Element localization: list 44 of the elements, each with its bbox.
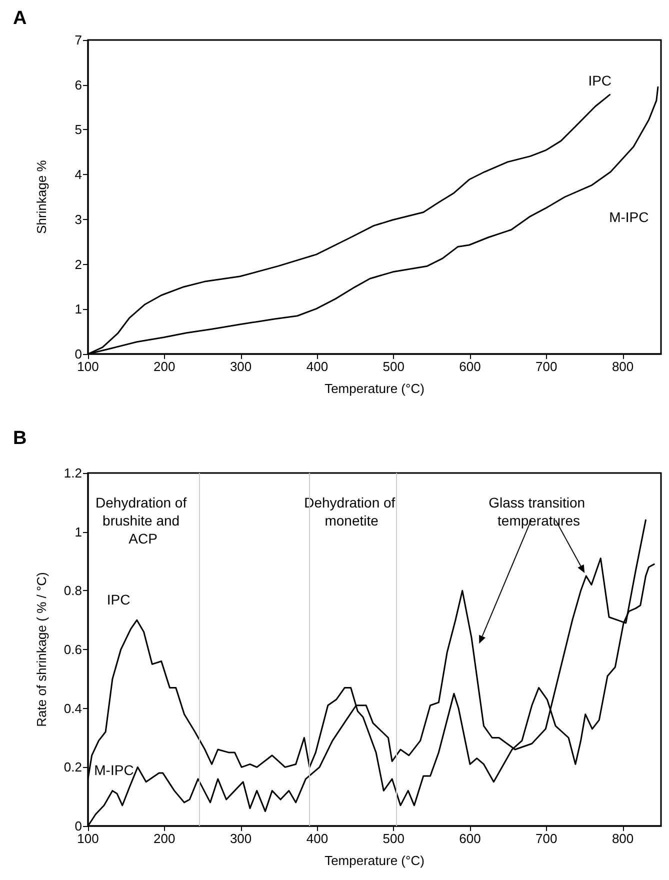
y-tick-label: 0 (74, 818, 82, 834)
x-tick-label: 400 (306, 359, 328, 374)
x-tick-label: 500 (382, 359, 404, 374)
y-tick-label: 1 (74, 302, 82, 317)
y-tick-label: 1.2 (64, 466, 82, 480)
chart-title: B (13, 428, 27, 449)
y-tick-label: 0.4 (64, 700, 82, 716)
series-label: IPC (106, 591, 130, 608)
x-tick-label: 800 (612, 831, 634, 846)
y-tick-label: 3 (74, 212, 82, 227)
y-tick-label: 0 (74, 346, 82, 362)
x-tick-label: 300 (230, 359, 252, 374)
annotation: Glass transition temperatures (488, 494, 589, 529)
x-tick-label: 700 (536, 359, 558, 374)
annotation: Dehydration of brushite and ACP (96, 494, 190, 547)
y-tick-label: 0.6 (64, 642, 82, 657)
x-tick-label: 300 (230, 831, 252, 846)
series-label: IPC (588, 72, 612, 88)
series-label: M-IPC (94, 762, 134, 778)
x-tick-label: 700 (536, 831, 558, 846)
y-tick-label: 5 (74, 122, 82, 138)
x-tick-label: 600 (459, 359, 481, 374)
y-axis-title: Shrinkage % (34, 160, 49, 234)
y-axis-title: Rate of shrinkage ( % / °C) (34, 572, 49, 727)
annotation: Dehydration of monetite (304, 494, 400, 529)
x-tick-label: 800 (612, 359, 634, 374)
y-tick-label: 6 (74, 77, 82, 92)
x-tick-label: 100 (77, 831, 99, 846)
y-tick-label: 1 (74, 524, 82, 540)
y-tick-label: 0.8 (64, 583, 82, 598)
x-tick-label: 100 (77, 359, 99, 374)
text: M-IPC (609, 209, 649, 226)
y-tick-label: 7 (74, 32, 82, 48)
x-tick-label: 600 (459, 831, 481, 846)
x-tick-label: 200 (154, 359, 176, 374)
x-axis-title: Temperature (°C) (324, 853, 424, 868)
y-tick-label: 2 (74, 256, 82, 272)
y-tick-label: 4 (74, 167, 82, 182)
x-axis-title: Temperature (°C) (324, 381, 424, 396)
x-tick-label: 200 (154, 831, 176, 846)
chart-title: A (13, 8, 27, 29)
x-tick-label: 400 (306, 831, 328, 846)
y-tick-label: 0.2 (64, 760, 82, 775)
x-tick-label: 500 (382, 831, 404, 846)
